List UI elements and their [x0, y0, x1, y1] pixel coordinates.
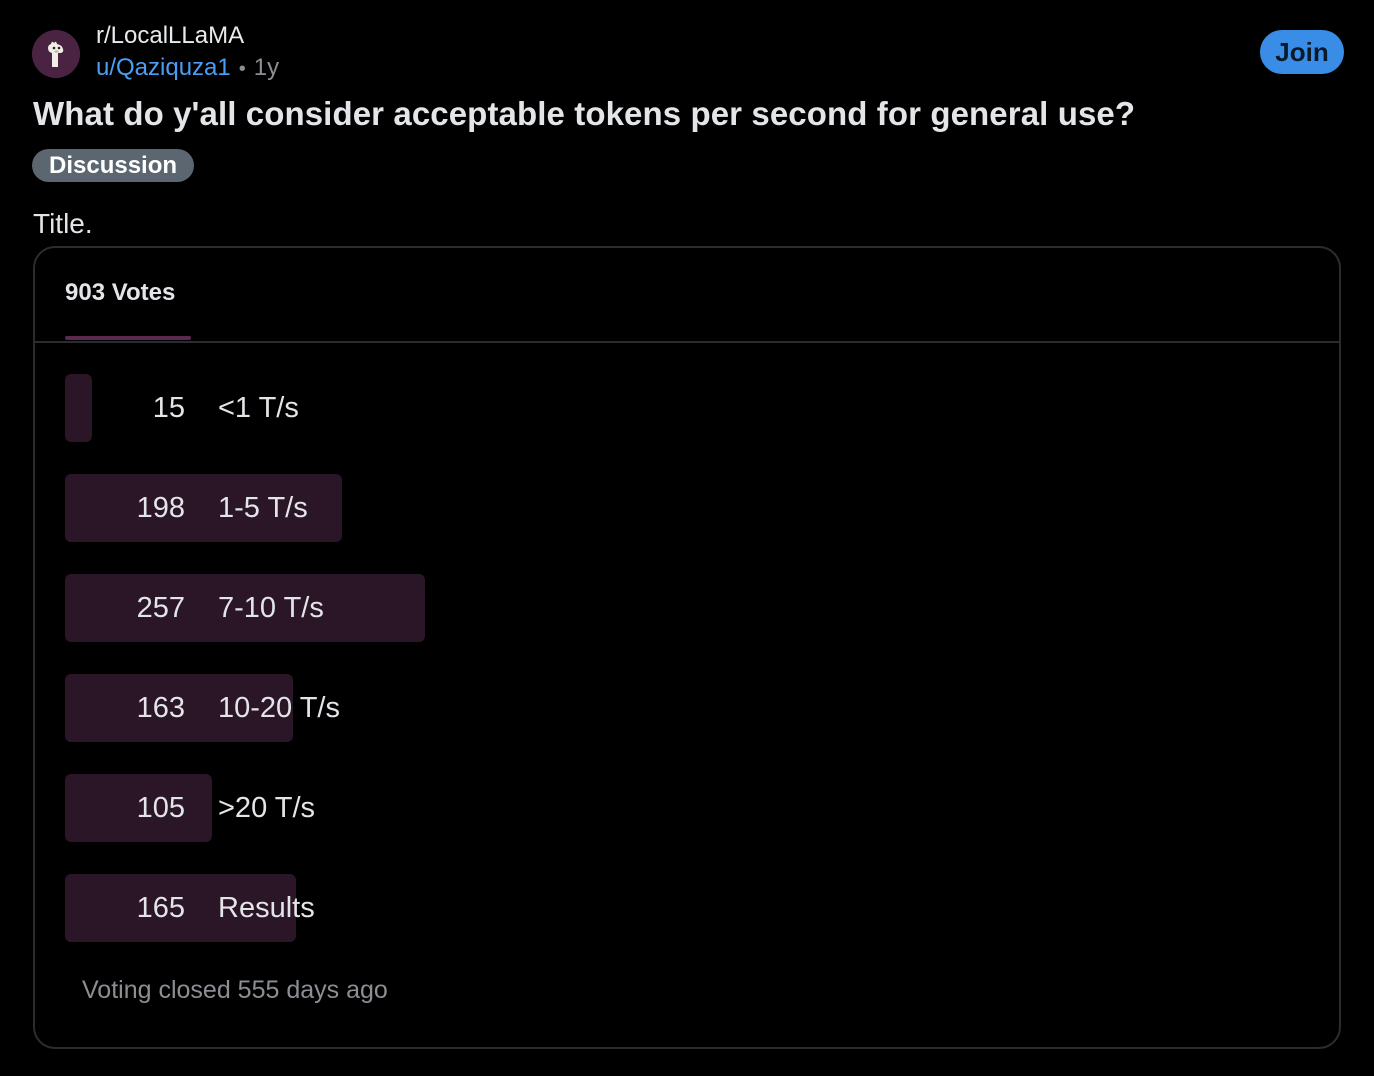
votes-tab-underline [65, 336, 191, 340]
post-meta: r/LocalLLaMA u/Qaziquza1 • 1y [96, 22, 279, 83]
poll-header: 903 Votes [35, 248, 1339, 343]
poll-option-label: >20 T/s [218, 792, 315, 824]
poll-option-count: 105 [136, 792, 185, 824]
poll-status: Voting closed 555 days ago [82, 976, 388, 1004]
poll-option-label: <1 T/s [218, 392, 299, 424]
byline: u/Qaziquza1 • 1y [96, 54, 279, 83]
poll-option-label: Results [218, 892, 315, 924]
post-title[interactable]: What do y'all consider acceptable tokens… [33, 95, 1136, 132]
post-body: Title. [33, 208, 93, 239]
join-button[interactable]: Join [1260, 30, 1344, 74]
llama-avatar-icon[interactable] [32, 30, 80, 78]
poll-option-count: 257 [136, 592, 185, 624]
poll-option-count: 165 [136, 892, 185, 924]
poll-option: 198 1-5 T/s [65, 474, 1305, 542]
votes-tab[interactable]: 903 Votes [65, 279, 176, 306]
poll-option: 163 10-20 T/s [65, 674, 1305, 742]
poll-option-bar [65, 474, 342, 542]
author-username[interactable]: u/Qaziquza1 [96, 54, 231, 81]
subreddit-name[interactable]: r/LocalLLaMA [96, 22, 245, 49]
poll-option-count: 15 [152, 392, 185, 424]
poll-option-bar [65, 574, 425, 642]
poll-option-bar [65, 374, 92, 442]
poll-option: 165 Results [65, 874, 1305, 942]
poll-option-bar [65, 774, 212, 842]
poll-option: 257 7-10 T/s [65, 574, 1305, 642]
post-age: 1y [253, 54, 280, 81]
poll-option-bar [65, 874, 296, 942]
poll-option: 105 >20 T/s [65, 774, 1305, 842]
poll-option-label: 10-20 T/s [218, 692, 340, 724]
poll-option-label: 1-5 T/s [218, 492, 308, 524]
poll-option-count: 198 [136, 492, 185, 524]
poll-option-count: 163 [136, 692, 185, 724]
poll-option-bar [65, 674, 293, 742]
post-header: r/LocalLLaMA u/Qaziquza1 • 1y Join [32, 22, 1344, 86]
poll-option: 15 <1 T/s [65, 374, 1305, 442]
separator-dot: • [238, 58, 246, 80]
poll-option-label: 7-10 T/s [218, 592, 324, 624]
poll-container: 903 Votes 15 <1 T/s 198 1-5 T/s 257 7-10 T/s 1… [33, 246, 1341, 1049]
flair-badge[interactable]: Discussion [32, 149, 195, 182]
